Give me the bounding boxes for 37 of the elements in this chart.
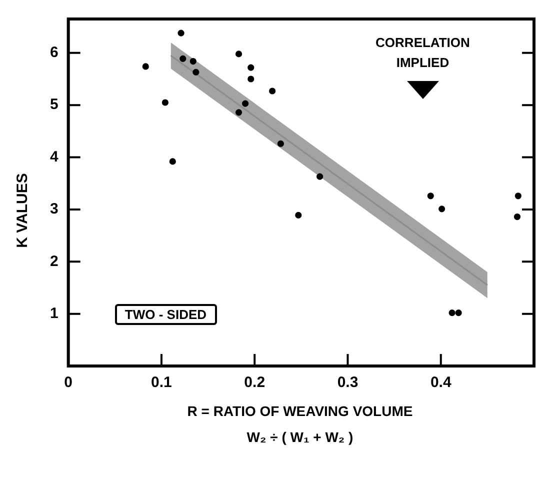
y-tick-label: 6 bbox=[50, 44, 58, 62]
point bbox=[248, 76, 254, 82]
point bbox=[448, 309, 456, 316]
point bbox=[514, 192, 522, 200]
point bbox=[277, 140, 284, 148]
point bbox=[190, 58, 196, 65]
point bbox=[162, 99, 168, 106]
x-tick-label: 0.2 bbox=[244, 374, 266, 392]
annotation: CORRELATION IMPLIED bbox=[374, 34, 471, 72]
y-tick-label: 1 bbox=[50, 304, 58, 322]
point bbox=[142, 63, 149, 70]
annotation: TWO - SIDED bbox=[114, 304, 217, 325]
point bbox=[514, 213, 521, 220]
y-tick-label: 3 bbox=[50, 200, 58, 218]
point bbox=[438, 206, 446, 212]
point bbox=[248, 64, 254, 71]
point bbox=[180, 55, 186, 62]
y-tick-label: 5 bbox=[50, 96, 58, 114]
point bbox=[242, 100, 249, 107]
point bbox=[235, 50, 242, 58]
point bbox=[178, 30, 184, 36]
point bbox=[455, 309, 462, 316]
point bbox=[427, 192, 434, 200]
point bbox=[192, 68, 200, 76]
point bbox=[169, 158, 176, 165]
point bbox=[269, 88, 276, 94]
point bbox=[316, 173, 324, 180]
x-tick-label: 0.1 bbox=[151, 374, 172, 392]
x-tick-label: 0 bbox=[64, 374, 73, 392]
y-tick-label: 2 bbox=[50, 252, 58, 270]
x-tick-label: 0.3 bbox=[337, 374, 358, 392]
point bbox=[295, 212, 302, 218]
y-tick-label: 4 bbox=[50, 148, 59, 166]
point bbox=[235, 109, 242, 116]
x-tick-label: 0.4 bbox=[430, 374, 452, 392]
x-axis-title: R = RATIO OF WEAVING VOLUME W₂ ÷ ( W₁ + W₂ ) bbox=[186, 402, 414, 447]
y-axis-title: K VALUES bbox=[14, 172, 31, 248]
